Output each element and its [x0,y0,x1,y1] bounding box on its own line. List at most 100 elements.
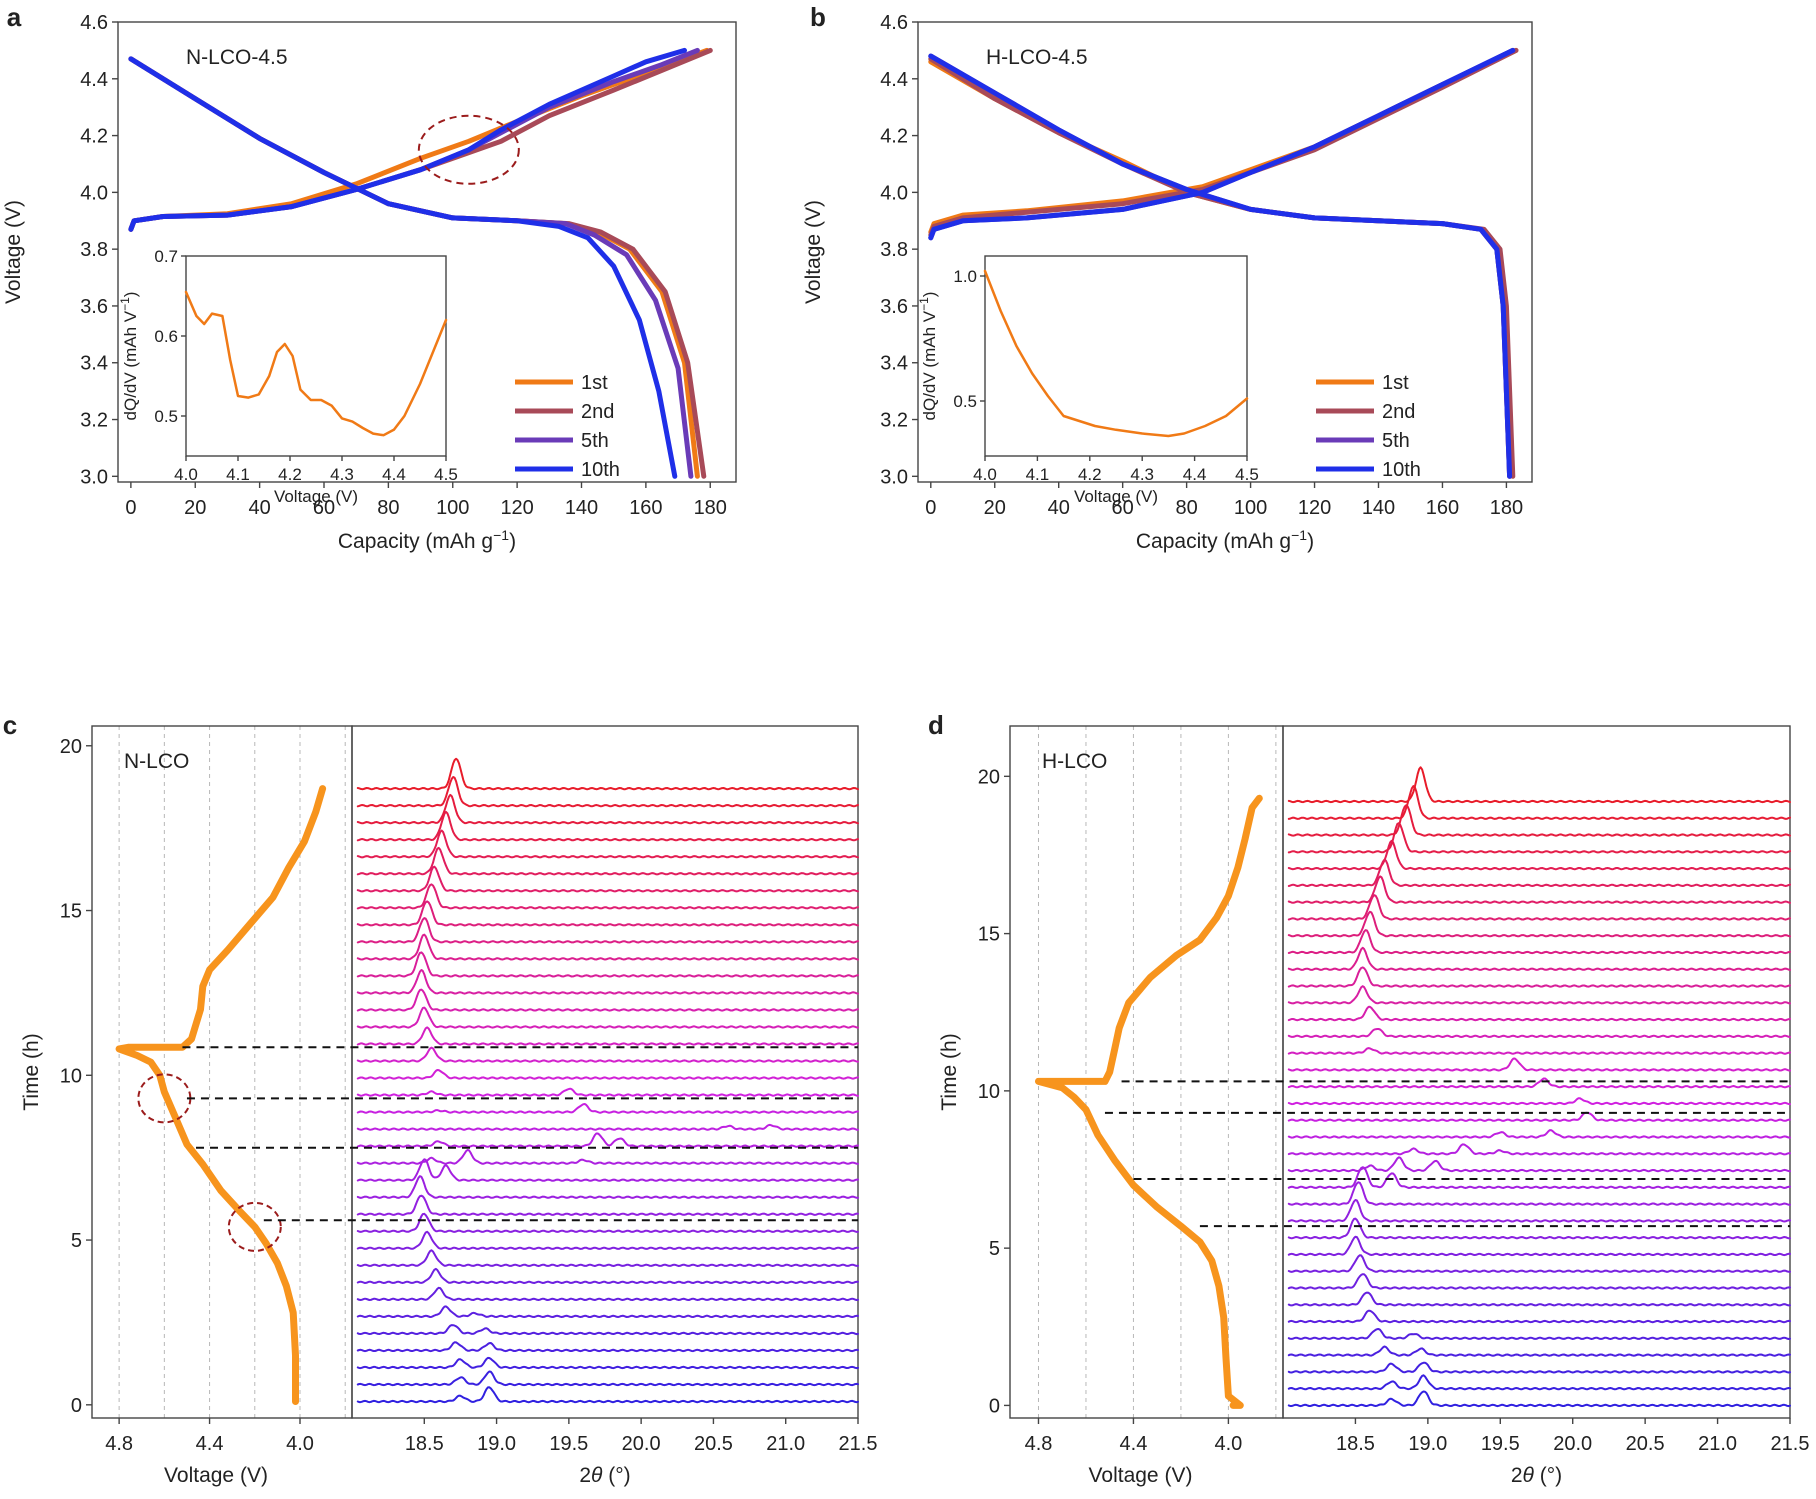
voltage-frame [91,725,353,1419]
x-axis-label: Voltage (V) [1089,1464,1193,1487]
voltage-time-curve [1035,794,1263,1409]
x-tick-label: 19.0 [477,1433,516,1455]
xrd-scan [1287,1047,1791,1055]
xrd-scan [1287,822,1791,854]
xrd-scan [1287,1129,1791,1139]
discharge-curve-10th [928,53,1513,479]
x-tick-label: 180 [1490,497,1523,519]
xrd-scan [356,1212,859,1233]
xrd-scan [1287,1143,1791,1156]
voltage-frame [1009,725,1284,1419]
charge-curve-2nd [928,47,1519,238]
inset-chart: 4.0 4.1 4.2 4.3 4.4 4.5 0.5 1.0 Voltage (V) dQ/dV… [917,255,1259,506]
xrd-scan [356,933,859,961]
inset-frame [984,255,1248,457]
xrd-scan [356,969,859,995]
label-part: −1 [493,527,509,543]
xrd-scan [356,1132,859,1148]
x-axis-label: 2θ (°) [579,1464,630,1487]
xrd-scan [356,900,859,927]
xrd-scan [1287,985,1791,1005]
inset-y-tick-label: 0.6 [154,327,178,346]
y-tick-label: 0 [989,1395,1000,1417]
inset-x-label: Voltage (V) [274,487,358,506]
highlight-ellipse [417,114,520,185]
xrd-scan [1287,1057,1791,1072]
label-part: Capacity (mAh g [338,530,493,553]
x-tick-label: 20 [184,497,206,519]
inset-curve [184,290,448,437]
xrd-scan [356,917,859,944]
x-tick-label: 40 [249,497,271,519]
sample-label: H-LCO [1042,750,1107,773]
label-part: dQ/dV (mAh V [920,310,939,420]
inset-y-tick-label: 0.5 [953,392,977,411]
inset-x-tick-label: 4.4 [382,465,406,484]
xrd-frame [351,725,859,1419]
y-tick-label: 3.4 [80,353,108,375]
plot-frame [917,21,1533,483]
y-axis-label: Time (h) [20,1033,43,1110]
series-10th [928,47,1516,479]
xrd-scan [356,1123,859,1131]
label-part: 2 [579,1464,591,1487]
xrd-scan [1287,1156,1791,1173]
y-tick-label: 4.2 [80,126,108,148]
xrd-scans [1287,766,1791,1408]
y-tick-label: 3.6 [880,296,908,318]
xrd-scan [1287,1028,1791,1038]
y-tick-label: 4.0 [80,182,108,204]
inset-y-label: dQ/dV (mAh V−1) [118,292,140,421]
y-tick-label: 3.2 [880,410,908,432]
x-tick-label: 180 [694,497,727,519]
x-tick-label: 20 [984,497,1006,519]
label-part: Capacity (mAh g [1136,530,1291,553]
panel-a: a 3.0 3.2 3.4 3.6 3.8 4.0 4.2 4.4 4.6 0 20 40 60 80 100… [2,2,737,553]
xrd-scan [356,1230,859,1250]
inset-x-tick-label: 4.3 [1130,465,1154,484]
xrd-scan [356,865,859,893]
y-tick-label: 4.2 [880,126,908,148]
inset-y-label: dQ/dV (mAh V−1) [917,292,939,421]
inset-x-tick-label: 4.0 [973,465,997,484]
xrd-scan [1287,785,1791,820]
xrd-scan [356,1305,859,1318]
inset-x-tick-label: 4.2 [278,465,302,484]
xrd-scan [1287,1328,1791,1340]
x-tick-label: 100 [1234,497,1267,519]
y-tick-label: 3.2 [80,410,108,432]
charge-curve-1st [928,47,1519,235]
xrd-scan [1287,1309,1791,1324]
legend-label: 5th [581,430,609,452]
x-tick-label: 21.0 [766,1433,805,1455]
xrd-scan [356,988,859,1012]
xrd-frame [1282,725,1791,1419]
x-axis-label: Capacity (mAh g−1) [1136,527,1314,553]
xrd-scan [356,1286,859,1301]
x-tick-label: 20.5 [1626,1433,1665,1455]
sample-label: H-LCO-4.5 [986,46,1088,69]
inset-x-label: Voltage (V) [1074,487,1158,506]
xrd-scan [356,757,859,791]
x-tick-label: 100 [436,497,469,519]
x-tick-label: 19.0 [1408,1433,1447,1455]
y-tick-label: 4.4 [880,69,908,91]
y-tick-label: 10 [60,1065,82,1087]
label-part: −1 [1291,527,1307,543]
xrd-scan [1287,1005,1791,1022]
legend-label: 1st [581,372,608,394]
xrd-scan [1287,1235,1791,1257]
xrd-scan [1287,966,1791,988]
charge-curve-10th [128,47,687,232]
label-part: −1 [118,297,132,311]
inset-y-tick-label: 1.0 [953,267,977,286]
x-tick-label: 4.4 [1120,1433,1148,1455]
x-tick-label: 21.5 [839,1433,878,1455]
xrd-scan [356,1175,859,1199]
x-tick-label: 4.0 [286,1433,314,1455]
xrd-scan [1287,1097,1791,1106]
xrd-scan [356,1324,859,1336]
xrd-scan [1287,894,1791,921]
voltage-time-curve [115,785,327,1405]
xrd-scan [356,829,859,859]
